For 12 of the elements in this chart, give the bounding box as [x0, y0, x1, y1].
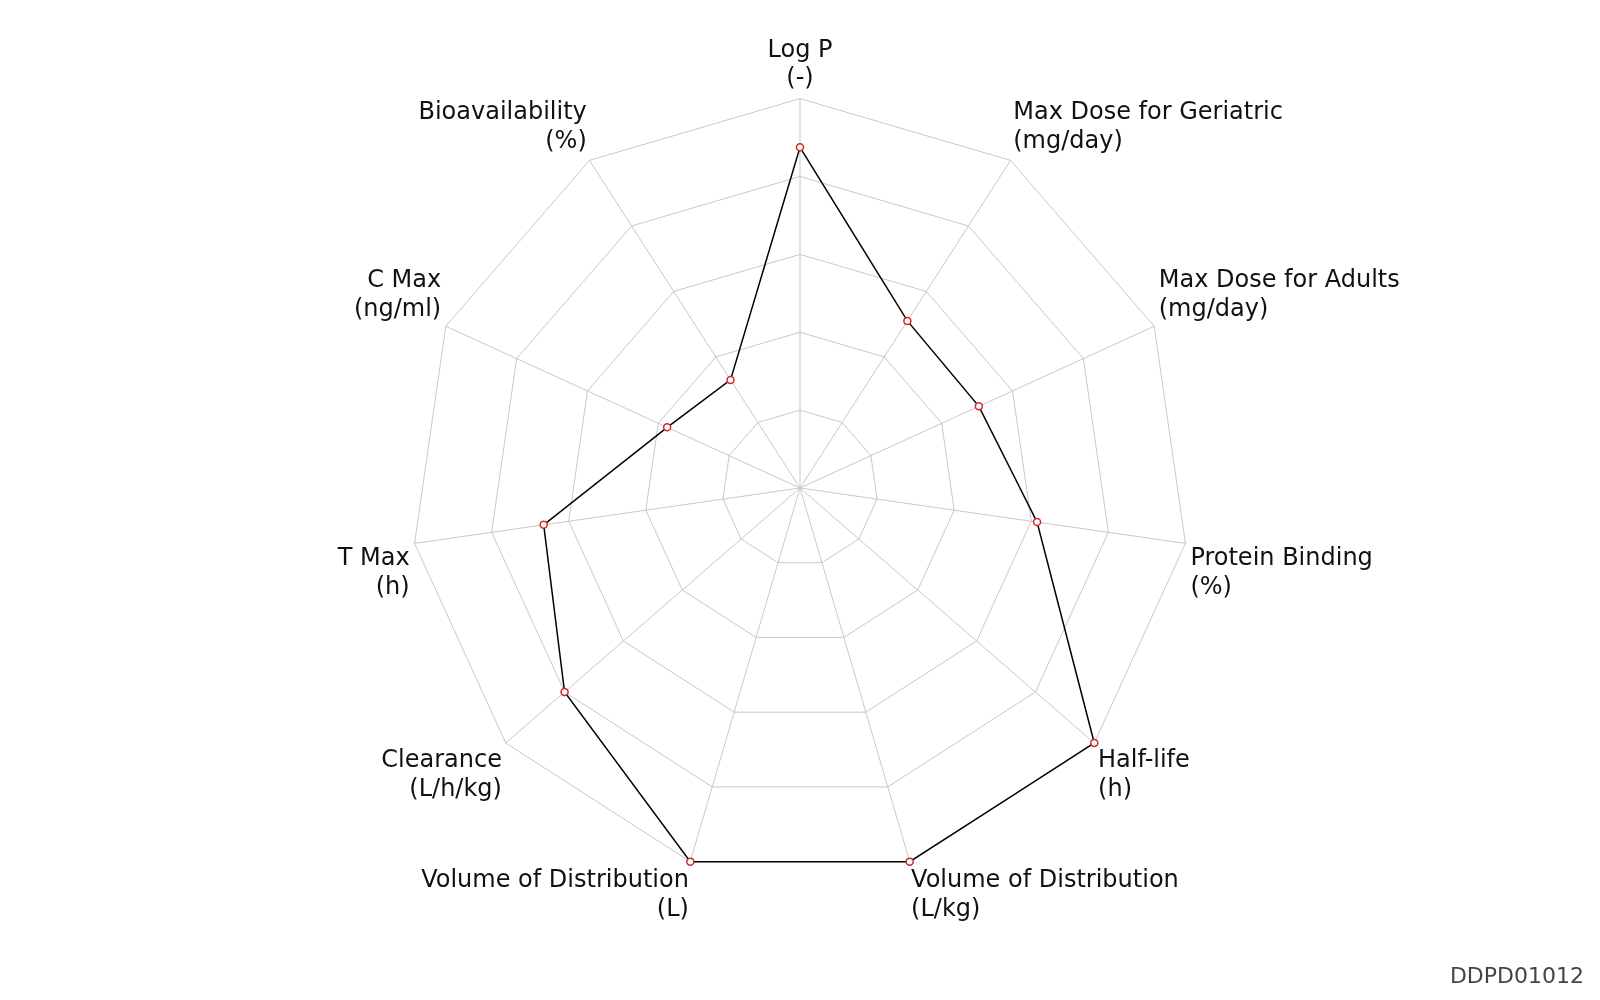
- spoke-label: Log P (-): [767, 34, 833, 92]
- spoke-label: Volume of Distribution (L/kg): [911, 865, 1179, 922]
- spoke-label: Volume of Distribution (L): [421, 865, 689, 922]
- spoke-label: Half-life (h): [1098, 744, 1190, 802]
- spoke-label: Protein Binding (%): [1190, 542, 1373, 600]
- spoke-label: Max Dose for Geriatric (mg/day): [1013, 97, 1283, 155]
- spoke-label: T Max (h): [336, 542, 410, 600]
- spoke-label: C Max (ng/ml): [353, 265, 442, 322]
- spoke-label: Clearance (L/h/kg): [381, 744, 502, 802]
- spoke-label: Bioavailability (%): [418, 97, 587, 155]
- text: DDPD01012: [1449, 963, 1584, 988]
- spoke-label: Max Dose for Adults (mg/day): [1158, 265, 1400, 322]
